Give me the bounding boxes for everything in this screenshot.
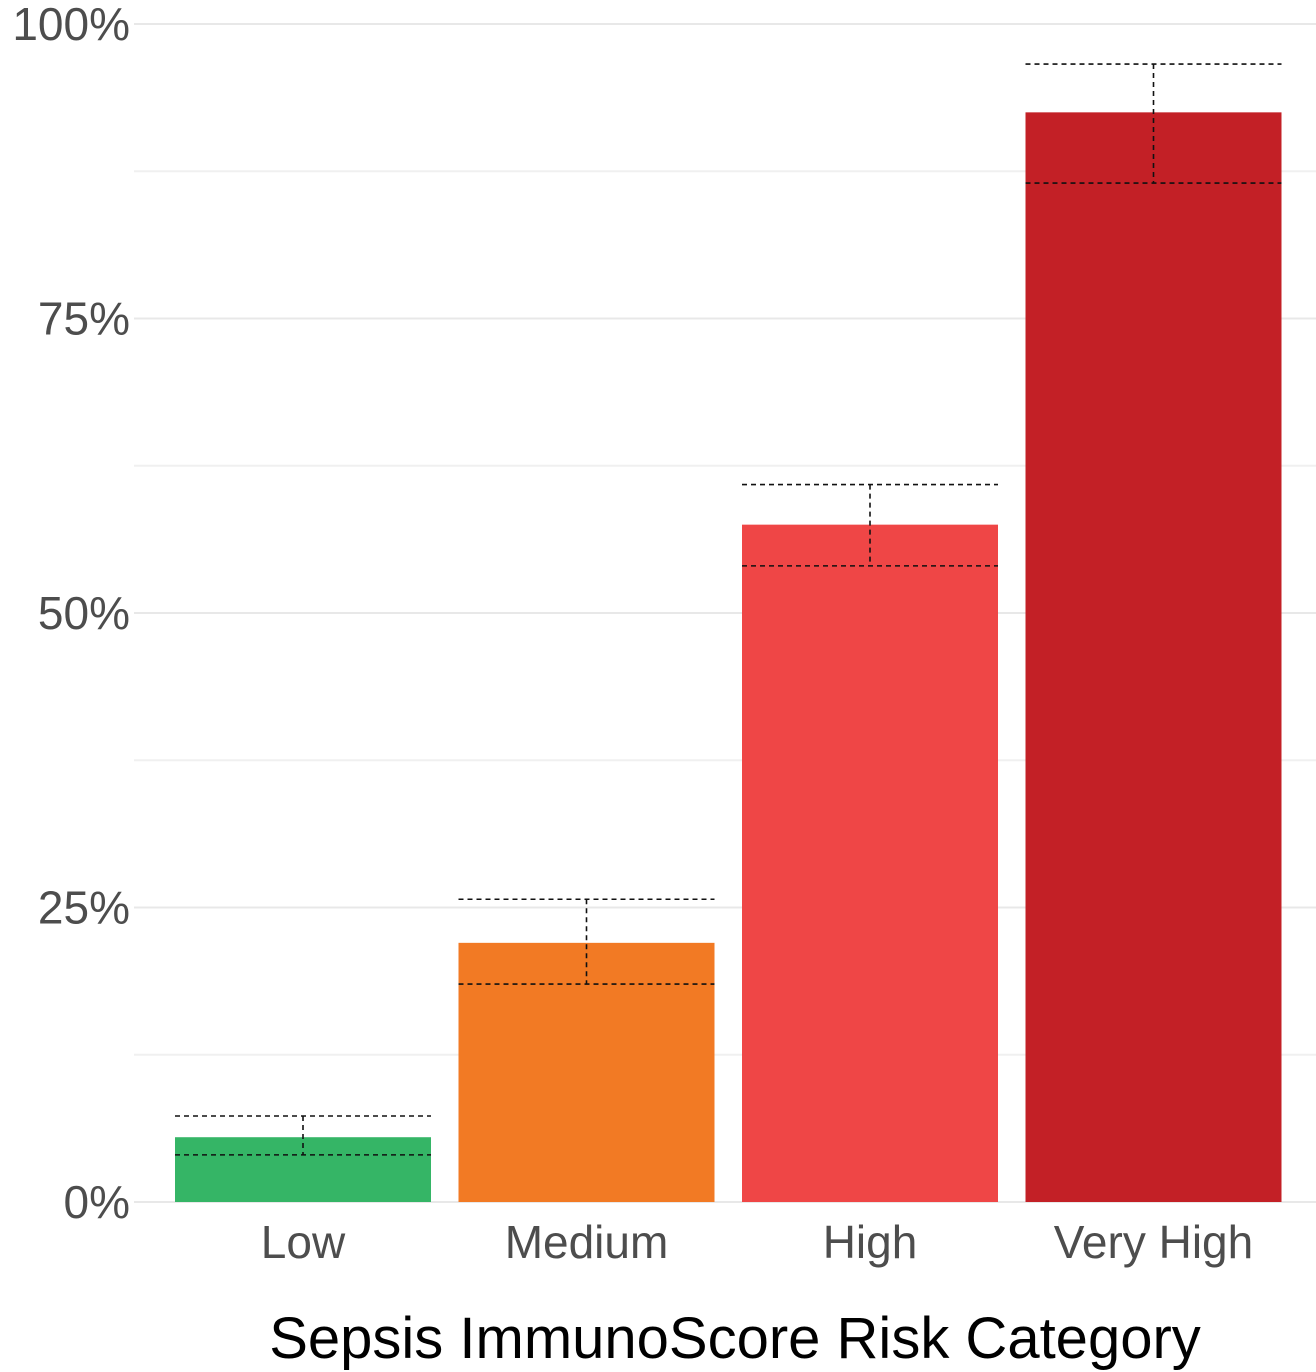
- x-tick-label: Low: [261, 1216, 346, 1268]
- x-axis-tick-labels: Low Medium High Very High: [261, 1216, 1253, 1268]
- bar-very-high: [1025, 112, 1282, 1203]
- gridlines: [134, 23, 1316, 1203]
- bar-medium: [458, 942, 715, 1202]
- y-tick-label: 100%: [12, 0, 130, 50]
- y-tick-label: 75%: [38, 293, 130, 345]
- y-tick-label: 25%: [38, 882, 130, 934]
- y-axis-tick-labels: 0% 25% 50% 75% 100%: [12, 0, 130, 1228]
- bars: [175, 112, 1282, 1203]
- y-tick-label: 50%: [38, 587, 130, 639]
- bar-low: [175, 1137, 431, 1202]
- y-tick-label: 0%: [64, 1176, 130, 1228]
- x-tick-label: Very High: [1054, 1216, 1253, 1268]
- x-tick-label: Medium: [505, 1216, 669, 1268]
- error-bars: [175, 63, 1282, 1156]
- bar-high: [742, 524, 998, 1202]
- x-axis-title: Sepsis ImmunoScore Risk Category: [269, 1306, 1201, 1371]
- x-tick-label: High: [823, 1216, 918, 1268]
